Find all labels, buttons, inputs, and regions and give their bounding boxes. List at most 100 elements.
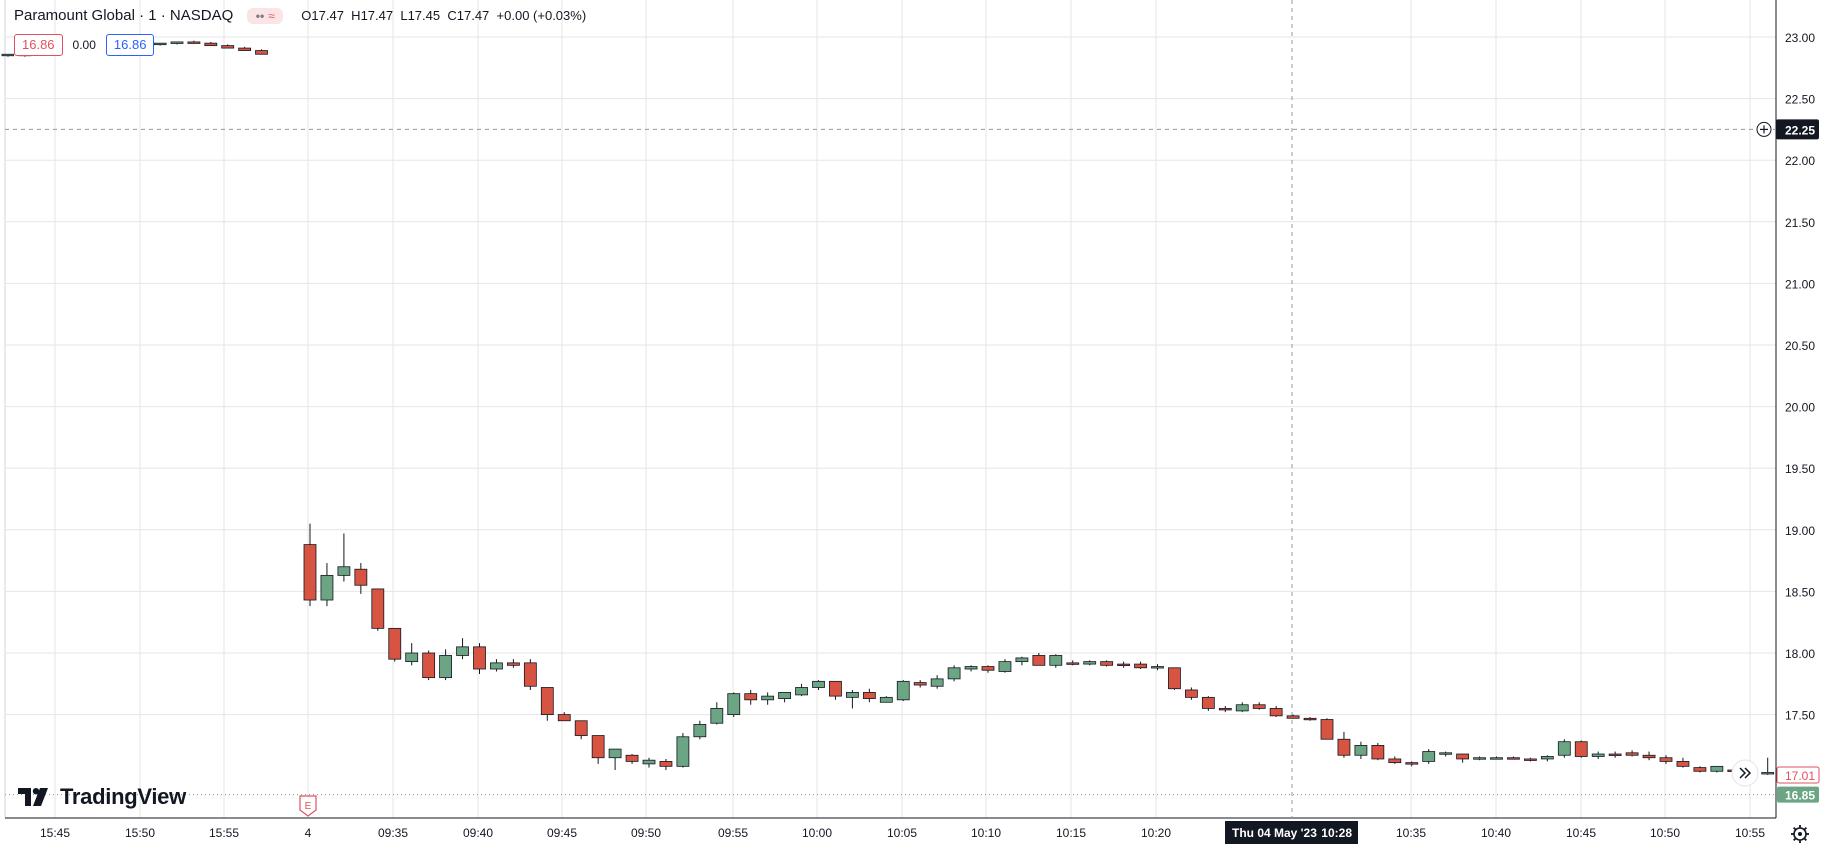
close-value: 17.47 bbox=[456, 8, 490, 23]
y-tick-label: 20.00 bbox=[1785, 401, 1815, 415]
x-tick-label: 15:45 bbox=[40, 826, 70, 840]
candle bbox=[1710, 765, 1724, 773]
candle-body bbox=[1134, 663, 1147, 669]
candle-body bbox=[1286, 715, 1300, 719]
x-tick-label: 09:40 bbox=[463, 826, 493, 840]
symbol-title[interactable]: Paramount Global · 1 · NASDAQ bbox=[14, 7, 234, 24]
candle-body bbox=[1371, 745, 1385, 760]
x-tick-label: 09:35 bbox=[378, 826, 408, 840]
candle bbox=[1608, 751, 1622, 758]
open-value: 17.47 bbox=[311, 8, 344, 23]
candle-body bbox=[930, 678, 944, 687]
candle bbox=[1201, 696, 1215, 711]
candle-body bbox=[1303, 717, 1317, 721]
candle bbox=[981, 665, 995, 673]
candle bbox=[1015, 656, 1029, 666]
y-tick-label: 18.00 bbox=[1785, 647, 1815, 661]
candle-body bbox=[1456, 753, 1469, 760]
candle bbox=[540, 687, 554, 721]
bid-price-badge bbox=[1777, 786, 1819, 803]
candle bbox=[1422, 749, 1436, 764]
tradingview-logo[interactable]: TradingView bbox=[18, 784, 186, 810]
y-tick-label: 18.50 bbox=[1785, 585, 1815, 599]
candle-body bbox=[1761, 772, 1775, 775]
candle bbox=[1540, 755, 1554, 762]
candle-body bbox=[1320, 719, 1334, 740]
candle bbox=[303, 523, 317, 607]
candle-body bbox=[405, 652, 419, 663]
candle-body bbox=[1676, 761, 1690, 767]
candle bbox=[337, 533, 351, 582]
candle-body bbox=[1083, 661, 1097, 665]
candle bbox=[693, 720, 707, 740]
y-tick-label: 20.50 bbox=[1785, 339, 1815, 353]
candle-body bbox=[879, 696, 893, 703]
candle bbox=[1388, 756, 1402, 764]
y-tick-label: 19.50 bbox=[1785, 462, 1815, 476]
candle bbox=[896, 680, 910, 702]
candle-body bbox=[1490, 757, 1503, 760]
candle bbox=[1642, 751, 1656, 761]
candle bbox=[1303, 717, 1317, 721]
high-value: 17.47 bbox=[360, 8, 394, 23]
candle-body bbox=[1659, 757, 1673, 762]
candle-body bbox=[523, 662, 537, 687]
x-tick-label: 09:50 bbox=[631, 826, 661, 840]
candle bbox=[1591, 751, 1605, 759]
market-status-badge[interactable]: •• ≈ bbox=[247, 7, 284, 24]
candle bbox=[1659, 755, 1673, 764]
candle bbox=[187, 40, 201, 44]
candle-body bbox=[371, 588, 385, 629]
candle-body bbox=[591, 735, 605, 759]
candle-body bbox=[456, 646, 469, 656]
candle bbox=[473, 643, 486, 674]
buy-button[interactable]: 16.86 bbox=[105, 34, 155, 56]
y-tick-label: 21.50 bbox=[1785, 216, 1815, 230]
candle bbox=[1066, 660, 1080, 666]
candle bbox=[608, 748, 622, 771]
candle-body bbox=[1201, 696, 1215, 709]
y-tick-label: 23.00 bbox=[1785, 31, 1815, 45]
earnings-marker[interactable] bbox=[299, 795, 317, 817]
x-tick-label: 10:40 bbox=[1481, 826, 1511, 840]
candle-body bbox=[1524, 758, 1537, 761]
candle-body bbox=[1337, 738, 1351, 756]
candle bbox=[1354, 741, 1368, 759]
x-tick-label: 4 bbox=[305, 826, 312, 840]
candle-body bbox=[439, 655, 453, 679]
candle bbox=[1524, 757, 1537, 762]
settings-gear-tooth bbox=[1792, 837, 1797, 842]
candle-body bbox=[388, 627, 402, 660]
symbol-legend[interactable]: Paramount Global · 1 · NASDAQ •• ≈ O17.4… bbox=[14, 7, 586, 24]
candle-body bbox=[1625, 752, 1639, 756]
candle-body bbox=[221, 45, 235, 49]
candle bbox=[1693, 766, 1707, 773]
candle bbox=[1117, 661, 1130, 668]
brand-name: TradingView bbox=[60, 784, 186, 809]
tradingview-logo-icon bbox=[18, 788, 48, 806]
candle bbox=[1269, 705, 1283, 718]
crosshair-date-label: Thu 04 May '23 bbox=[1232, 826, 1317, 840]
candle bbox=[204, 41, 218, 47]
candle bbox=[862, 688, 876, 703]
candle bbox=[1185, 687, 1198, 700]
candle-body bbox=[170, 41, 184, 44]
candle-body bbox=[1557, 741, 1571, 756]
candle-body bbox=[422, 652, 436, 679]
candle-body bbox=[812, 680, 825, 688]
candle bbox=[1218, 705, 1232, 713]
candle bbox=[812, 680, 825, 690]
candle bbox=[659, 758, 673, 771]
candle bbox=[1032, 653, 1046, 666]
candle bbox=[829, 680, 842, 700]
candle bbox=[170, 41, 184, 45]
sell-button[interactable]: 16.86 bbox=[14, 34, 63, 56]
candle-body bbox=[1151, 666, 1164, 669]
y-tick-label: 19.00 bbox=[1785, 524, 1815, 538]
candle-body bbox=[710, 708, 724, 724]
low-value: 17.45 bbox=[407, 8, 441, 23]
candle-body bbox=[1693, 767, 1707, 772]
candle-body bbox=[1117, 663, 1130, 666]
